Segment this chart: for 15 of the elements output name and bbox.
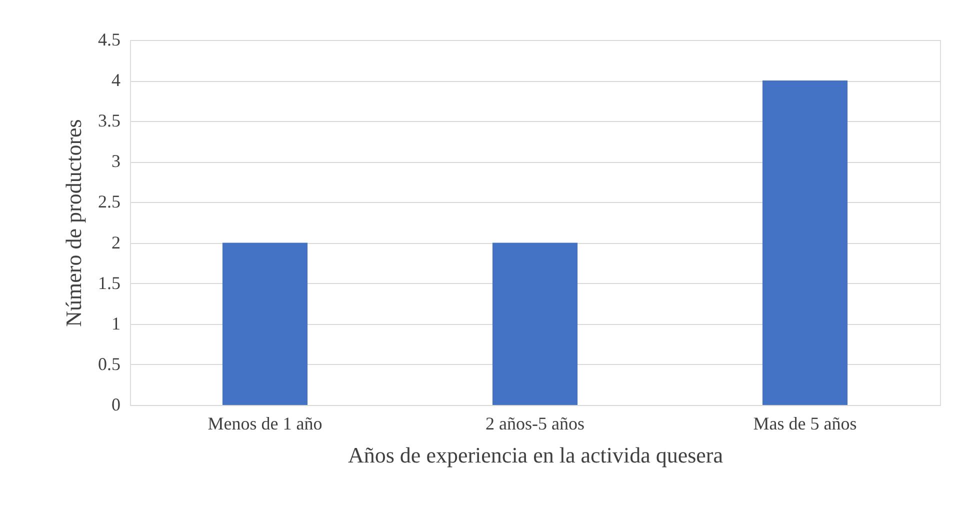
y-tick-label: 0.5: [98, 354, 120, 374]
y-tick-label: 4.5: [98, 30, 120, 50]
x-tick-label: Mas de 5 años: [753, 414, 857, 434]
y-tick-label: 3.5: [98, 110, 120, 131]
y-tick-label: 0: [112, 394, 120, 414]
y-tick-label: 2: [112, 232, 120, 252]
y-tick-label: 3: [112, 151, 120, 172]
y-tick-label: 1: [112, 313, 120, 334]
y-axis-title: Número de productores: [61, 119, 86, 327]
x-axis-title: Años de experiencia en la activida quesera: [348, 442, 724, 468]
y-tick-label: 4: [112, 70, 120, 90]
y-tick-label: 1.5: [98, 272, 120, 293]
x-tick-label: Menos de 1 año: [208, 414, 322, 434]
x-tick-label: 2 años-5 años: [486, 414, 584, 434]
y-tick-label: 2.5: [98, 192, 120, 212]
